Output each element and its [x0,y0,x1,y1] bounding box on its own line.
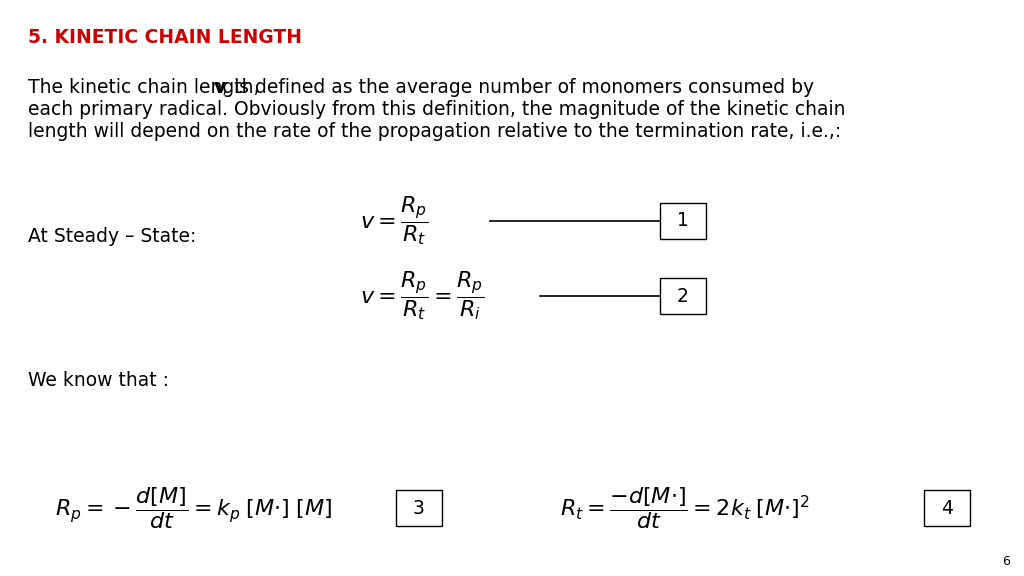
FancyBboxPatch shape [660,203,706,239]
Text: each primary radical. Obviously from this definition, the magnitude of the kinet: each primary radical. Obviously from thi… [28,100,846,119]
FancyBboxPatch shape [924,490,970,526]
FancyBboxPatch shape [660,278,706,314]
Text: 6: 6 [1002,555,1010,568]
Text: 3: 3 [413,498,425,517]
FancyBboxPatch shape [396,490,442,526]
Text: $R_t = \dfrac{-d[M{\cdot}]}{dt} = 2k_t\;[M{\cdot}]^2$: $R_t = \dfrac{-d[M{\cdot}]}{dt} = 2k_t\;… [560,485,810,531]
Text: 1: 1 [677,211,689,230]
Text: 2: 2 [677,286,689,305]
Text: 5. KINETIC CHAIN LENGTH: 5. KINETIC CHAIN LENGTH [28,28,302,47]
Text: v: v [214,78,226,97]
Text: At Steady – State:: At Steady – State: [28,226,197,245]
Text: $v = \dfrac{R_p}{R_t}$: $v = \dfrac{R_p}{R_t}$ [360,195,428,248]
Text: , is defined as the average number of monomers consumed by: , is defined as the average number of mo… [222,78,814,97]
Text: The kinetic chain length,: The kinetic chain length, [28,78,265,97]
Text: $v = \dfrac{R_p}{R_t} = \dfrac{R_p}{R_i}$: $v = \dfrac{R_p}{R_t} = \dfrac{R_p}{R_i}… [360,270,484,323]
Text: $R_p = -\dfrac{d[M]}{dt} = k_p\;[M{\cdot}]\;[M]$: $R_p = -\dfrac{d[M]}{dt} = k_p\;[M{\cdot… [55,485,332,531]
Text: length will depend on the rate of the propagation relative to the termination ra: length will depend on the rate of the pr… [28,122,842,141]
Text: We know that :: We know that : [28,372,169,391]
Text: 4: 4 [941,498,953,517]
